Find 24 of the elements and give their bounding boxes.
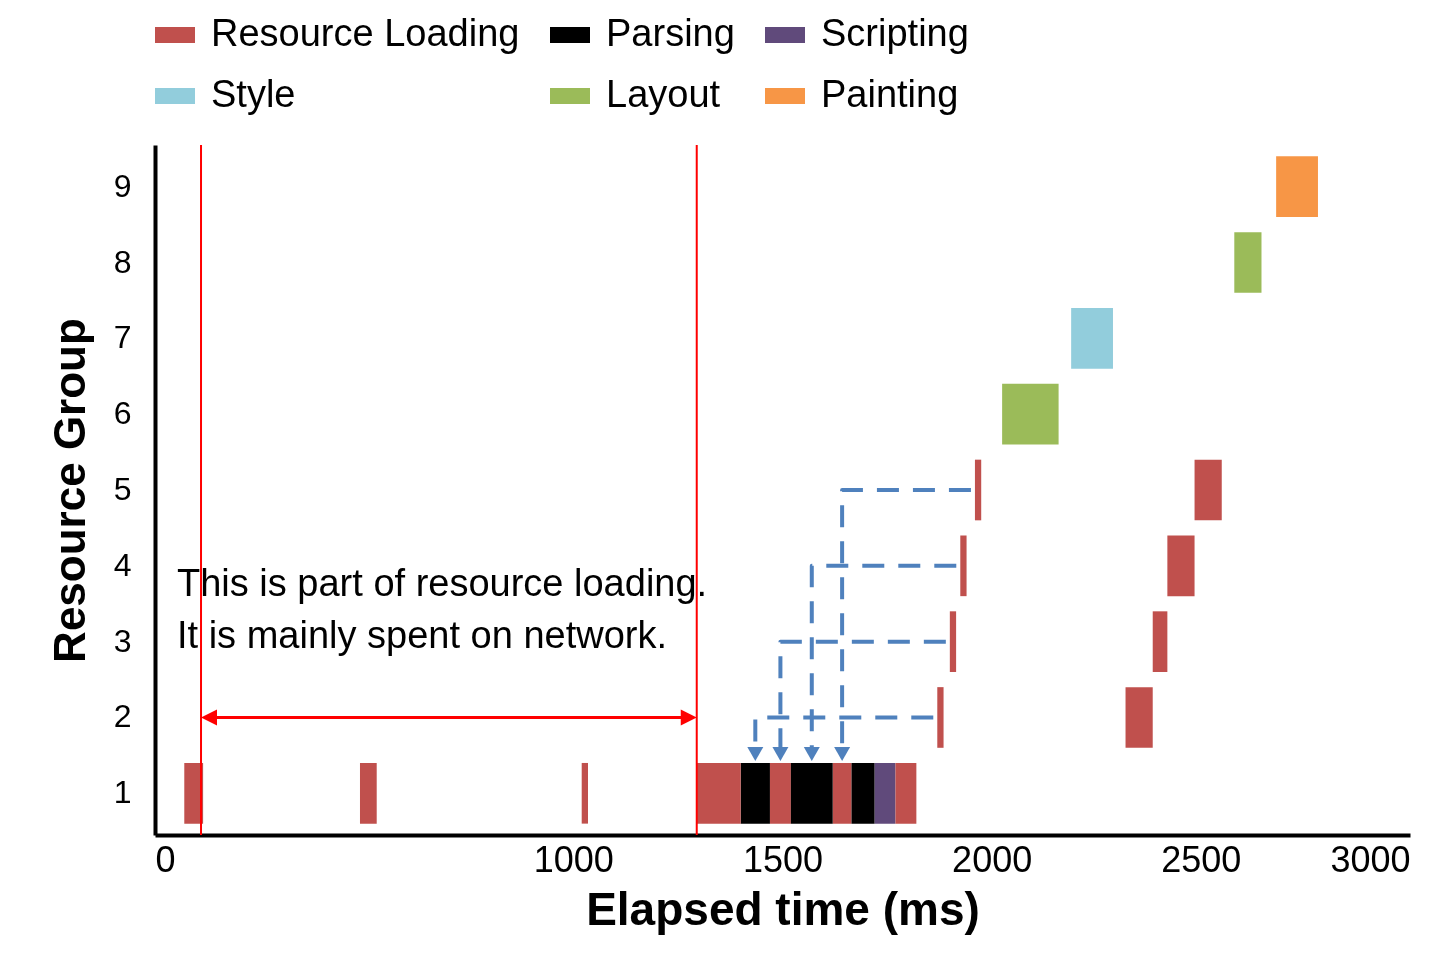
- y-tick-label: 4: [113, 546, 132, 583]
- annotation: It is mainly spent on network.: [177, 614, 667, 656]
- x-tick-label: 1500: [742, 838, 824, 880]
- legend-label: Style: [211, 73, 296, 115]
- y-tick-label: 6: [113, 395, 132, 432]
- y-tick-label: 3: [113, 622, 132, 659]
- x-tick-label: 3000: [1330, 838, 1411, 880]
- legend-label: Scripting: [821, 12, 969, 54]
- legend-label: Layout: [606, 73, 721, 115]
- y-tick-label: 9: [113, 167, 132, 204]
- x-tick-label: 1000: [533, 838, 614, 880]
- y-tick-label: 8: [113, 243, 132, 280]
- legend-label: Resource Loading: [211, 12, 520, 54]
- y-axis-title: Resource Group: [44, 318, 94, 663]
- x-tick-label: 0: [155, 838, 176, 880]
- x-tick-label: 2500: [1161, 838, 1242, 880]
- x-axis-title: Elapsed time (ms): [586, 882, 980, 935]
- x-tick-label: 2000: [952, 838, 1033, 880]
- y-tick-label: 1: [113, 774, 132, 811]
- legend-label: Parsing: [606, 12, 735, 54]
- y-tick-label: 2: [113, 698, 132, 735]
- y-tick-label: 5: [113, 471, 132, 507]
- y-tick-label: 7: [113, 319, 132, 356]
- legend-label: Painting: [821, 73, 959, 115]
